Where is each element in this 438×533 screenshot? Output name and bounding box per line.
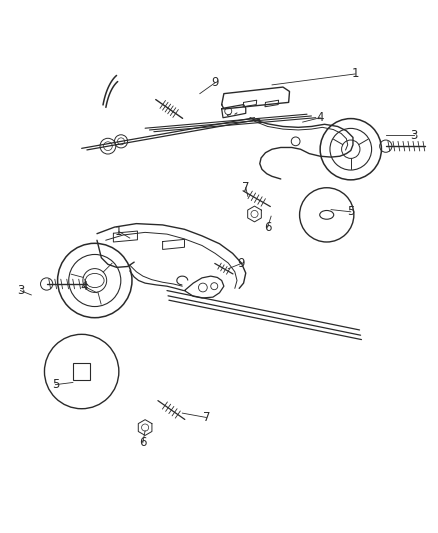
Text: 5: 5 xyxy=(52,378,59,391)
Text: 5: 5 xyxy=(346,205,353,219)
Text: 9: 9 xyxy=(211,76,219,89)
Text: 7: 7 xyxy=(241,181,249,194)
Text: 1: 1 xyxy=(115,225,122,238)
Text: 6: 6 xyxy=(263,221,271,233)
Text: 9: 9 xyxy=(237,257,244,270)
Text: 7: 7 xyxy=(202,411,210,424)
Text: 4: 4 xyxy=(316,111,323,124)
Text: 6: 6 xyxy=(139,436,146,449)
Text: 3: 3 xyxy=(17,284,24,297)
Text: 1: 1 xyxy=(350,68,358,80)
Text: 3: 3 xyxy=(410,128,417,142)
Text: 4: 4 xyxy=(80,280,88,293)
